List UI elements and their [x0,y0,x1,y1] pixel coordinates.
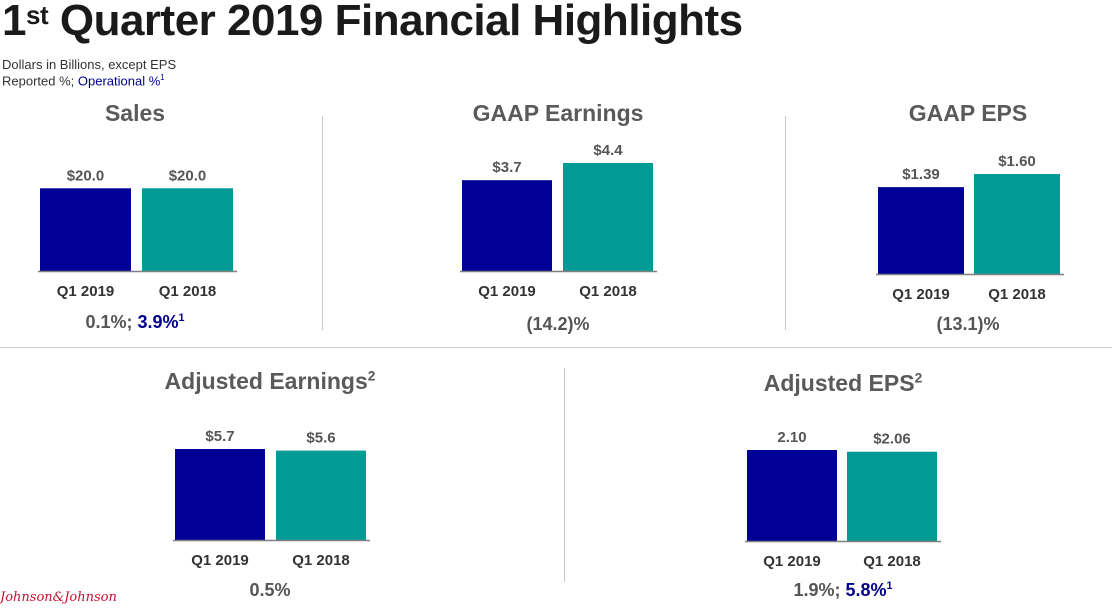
bar-chart-gaap-eps: $1.39 Q1 2019 $1.60 Q1 2018 [876,153,1064,303]
bar-q1-2018 [142,188,233,271]
bar-value-label: $5.7 [205,428,234,445]
growth-note: (13.1)% [936,314,1000,334]
bar-chart-adjusted-earnings: $5.7 Q1 2019 $5.6 Q1 2018 [173,428,370,569]
divider-vertical [785,116,786,330]
chart-title: GAAP Earnings [472,100,644,126]
bar-value-label: $20.0 [67,167,105,184]
chart-panel-adjusted-eps: Adjusted EPS2 1.9%; 5.8%1 [728,366,958,606]
bar-chart-gaap-earnings: $3.7 Q1 2019 $4.4 Q1 2018 [460,142,657,300]
bar-q1-2019 [462,180,552,271]
category-tick-label: Q1 2019 [478,283,536,300]
bar-value-label: $2.06 [873,431,911,448]
category-tick-label: Q1 2019 [763,553,821,570]
bar-q1-2018 [563,163,653,271]
category-tick-label: Q1 2018 [292,552,350,569]
chart-panel-gaap-earnings: GAAP Earnings (14.2)% [443,98,673,338]
bar-q1-2019 [40,188,131,271]
growth-note: 1.9%; 5.8%1 [793,580,893,600]
growth-note: (14.2)% [526,314,590,334]
chart-title: Sales [104,100,166,126]
bar-q1-2018 [276,450,366,540]
units-note: Dollars in Billions, except EPS [2,57,177,72]
chart-panel-gaap-eps: GAAP EPS (13.1)% [853,98,1083,338]
chart-title: GAAP EPS [908,100,1028,126]
growth-note: 0.5% [249,580,291,600]
category-tick-label: Q1 2018 [988,286,1046,303]
bar-q1-2018 [974,174,1060,274]
bar-value-label: $1.60 [998,153,1036,170]
category-tick-label: Q1 2019 [57,283,115,300]
category-tick-label: Q1 2018 [863,553,921,570]
bar-value-label: $4.4 [593,142,623,159]
bar-chart-sales: $20.0 Q1 2019 $20.0 Q1 2018 [38,167,237,300]
chart-title: Adjusted Earnings2 [164,368,376,394]
chart-panel-sales: Sales 0.1%; 3.9%1 [20,98,250,338]
category-tick-label: Q1 2019 [191,552,249,569]
category-tick-label: Q1 2018 [159,283,217,300]
bar-q1-2018 [847,451,937,541]
category-tick-label: Q1 2018 [579,283,637,300]
chart-title: Adjusted EPS2 [763,370,923,396]
company-logo: Johnson&Johnson [0,590,117,605]
divider-vertical [322,116,323,330]
bar-q1-2019 [747,450,837,541]
bar-value-label: $3.7 [492,159,521,176]
page-title: 1st Quarter 2019 Financial Highlights [2,0,743,45]
growth-note: 0.1%; 3.9%1 [85,312,185,332]
bar-q1-2019 [175,449,265,540]
reported-operational-legend: Reported %; Operational %1 [2,73,165,89]
bar-value-label: $20.0 [169,167,207,184]
bar-value-label: $1.39 [902,166,940,183]
divider-vertical [564,368,565,582]
bar-chart-adjusted-eps: 2.10 Q1 2019 $2.06 Q1 2018 [745,429,941,570]
chart-panel-adjusted-earnings: Adjusted Earnings2 0.5% [155,366,385,606]
bar-value-label: 2.10 [777,429,806,446]
divider-horizontal [0,347,1112,348]
bar-value-label: $5.6 [306,430,335,447]
category-tick-label: Q1 2019 [892,286,950,303]
bar-q1-2019 [878,187,964,274]
